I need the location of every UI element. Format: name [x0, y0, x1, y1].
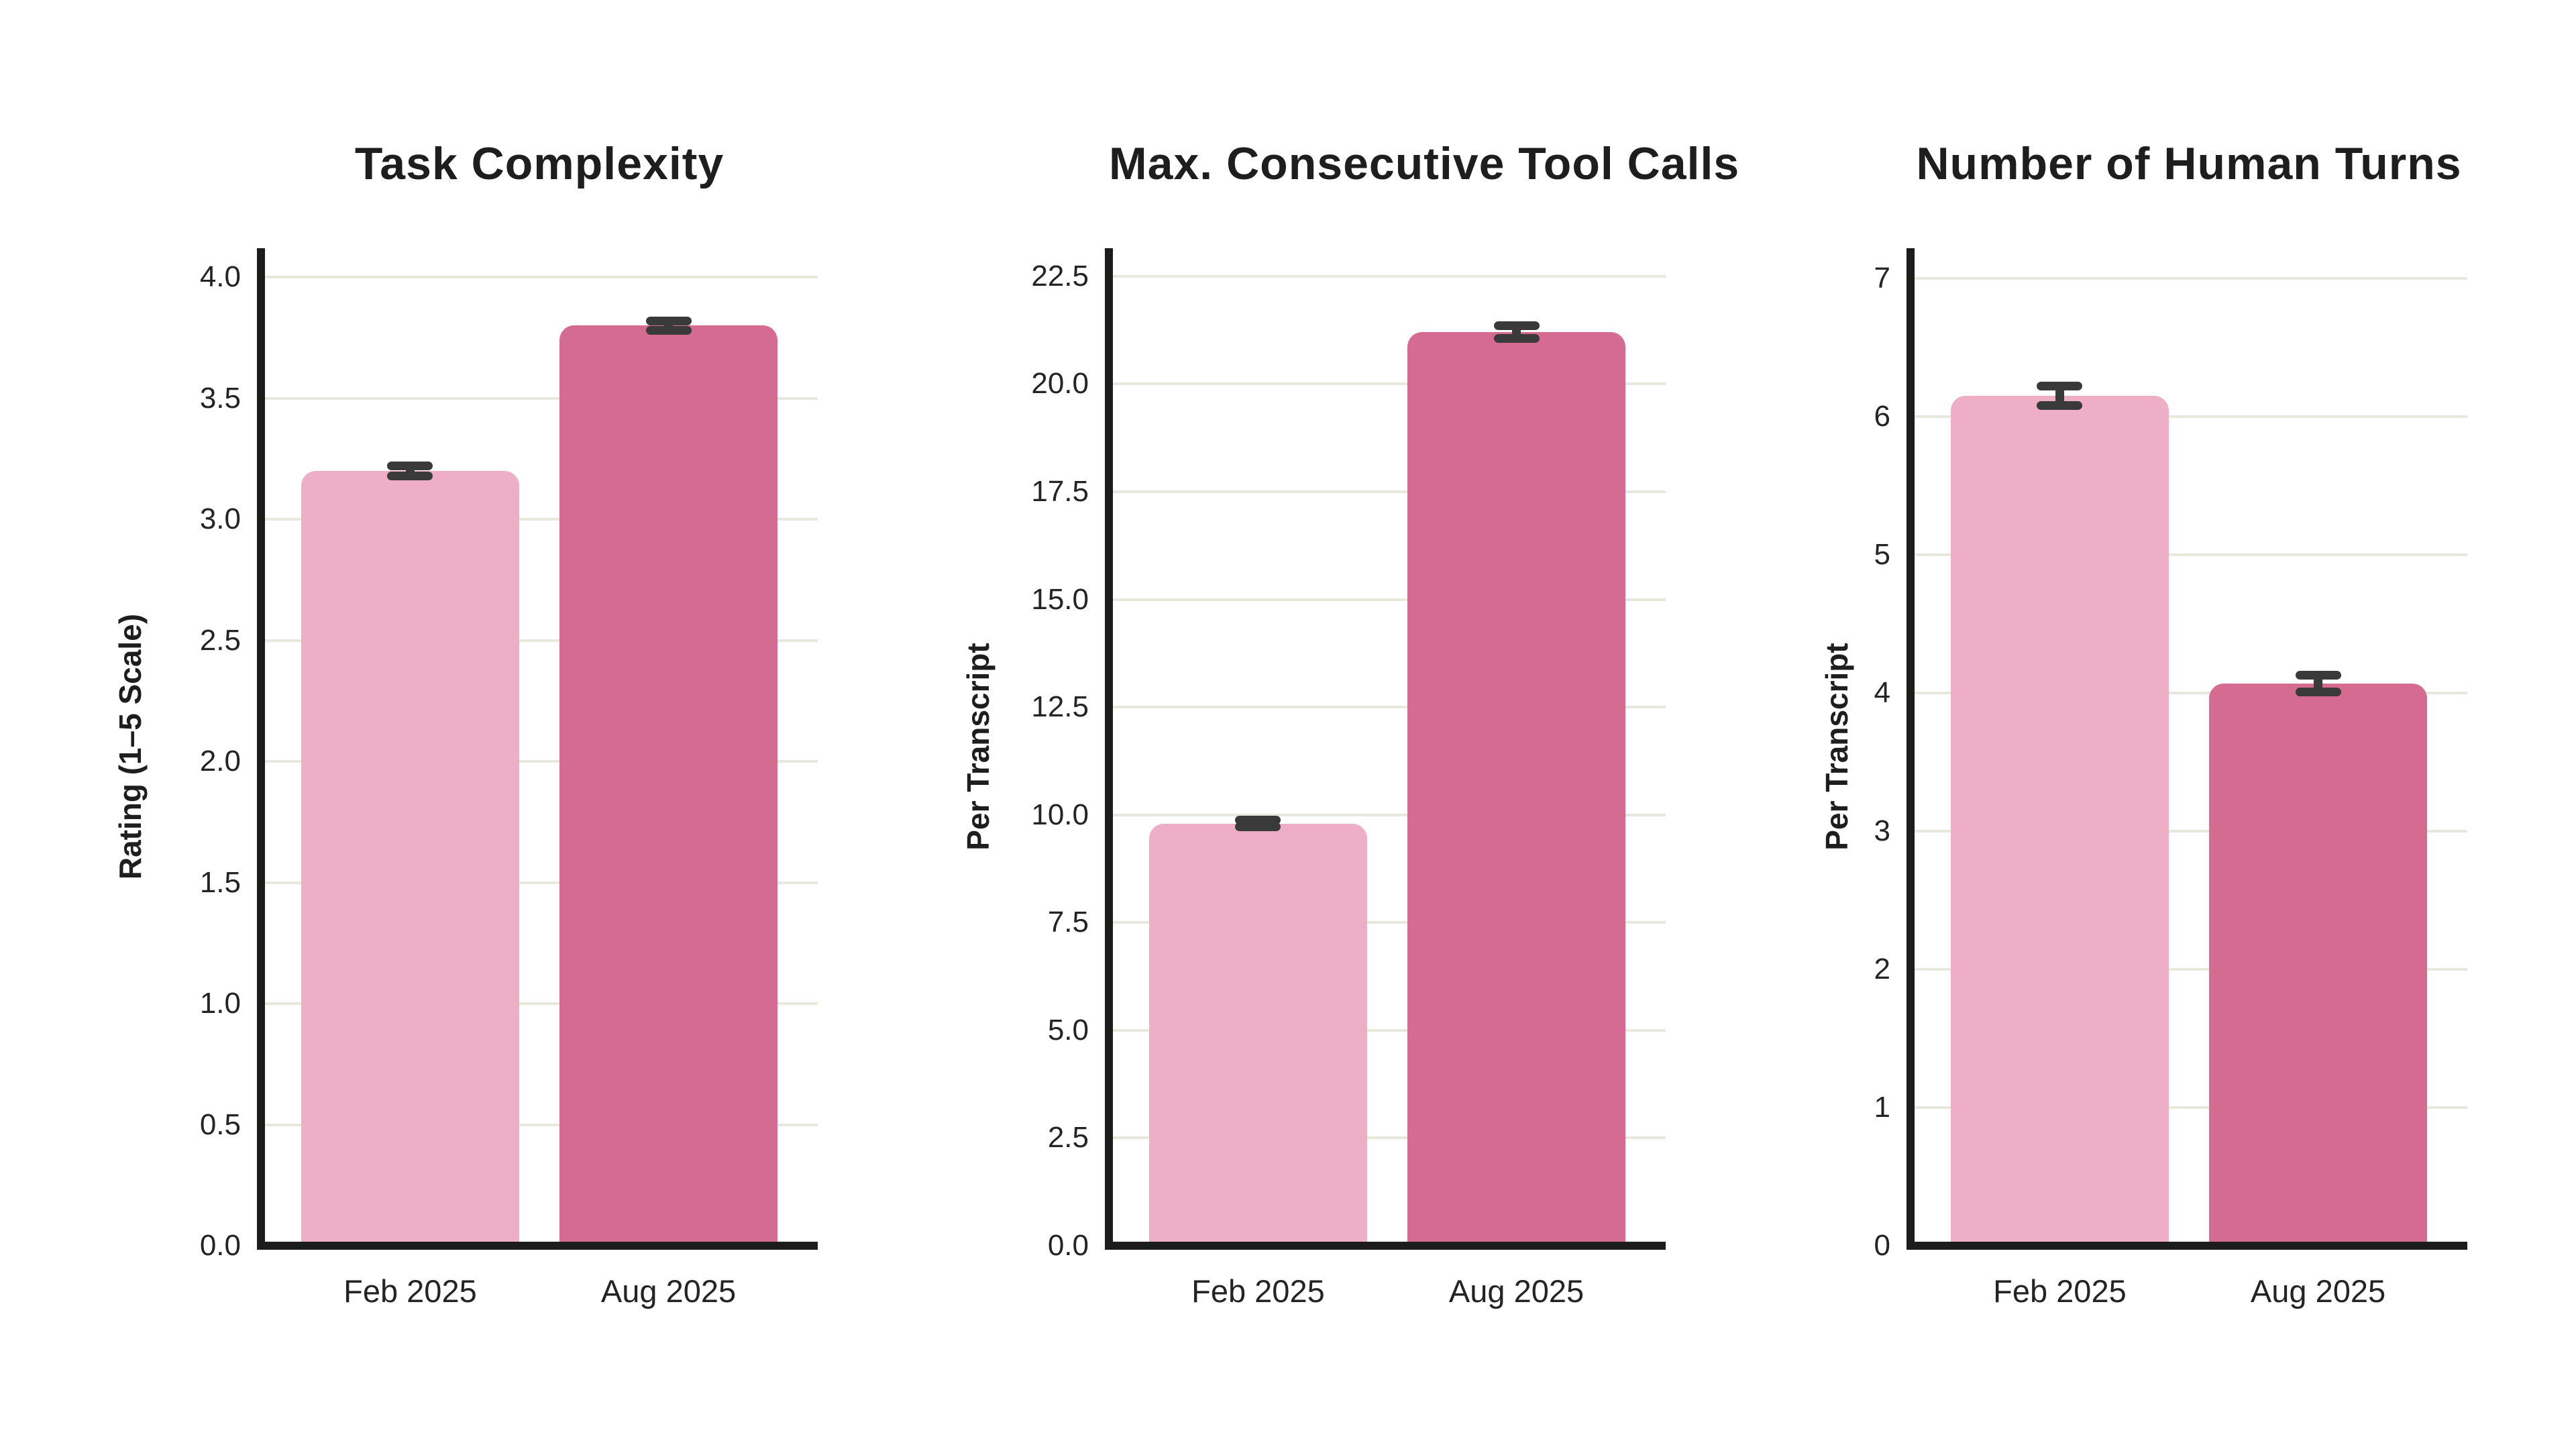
error-bar-cap-top: [2295, 670, 2341, 680]
y-tick-label: 5.0: [1047, 1013, 1089, 1046]
error-bar-cap-bottom: [2295, 687, 2341, 696]
error-bar-cap-bottom: [1493, 334, 1540, 343]
chart-title-task-complexity: Task Complexity: [354, 138, 724, 189]
y-tick-label: 5: [1874, 538, 1890, 572]
x-tick-label-aug-2025: Aug 2025: [600, 1273, 737, 1309]
grid-line: [1109, 921, 1666, 924]
error-bar-cap-bottom: [1235, 822, 1281, 832]
grid-line: [1911, 830, 2467, 833]
grid-line: [261, 639, 818, 642]
grid-line: [1911, 692, 2467, 695]
y-tick-label: 0.0: [1047, 1229, 1089, 1262]
grid-line: [1109, 490, 1666, 493]
y-tick-label: 3: [1874, 814, 1890, 848]
y-tick-label: 3.0: [199, 502, 241, 536]
error-bar-cap-top: [1493, 321, 1540, 331]
y-tick-label: 20.0: [1031, 367, 1089, 400]
grid-line: [261, 276, 818, 279]
grid-line: [1109, 1136, 1666, 1140]
y-tick-label: 7.5: [1047, 906, 1089, 939]
error-bar-cap-bottom: [2037, 401, 2083, 411]
error-bar-cap-top: [2037, 382, 2083, 391]
grid-line: [1911, 1106, 2467, 1110]
y-tick-label: 6: [1874, 400, 1890, 433]
bar-aug-2025: [559, 325, 778, 1246]
y-tick-label: 10.0: [1031, 798, 1089, 831]
grid-line: [261, 1002, 818, 1006]
y-tick-label: 2: [1874, 953, 1890, 986]
chart-title-max-consecutive-tool-calls: Max. Consecutive Tool Calls: [1109, 138, 1740, 189]
x-axis-spine: [257, 1242, 818, 1250]
y-tick-label: 3.5: [199, 381, 241, 415]
error-bar-cap-top: [1235, 815, 1281, 824]
y-tick-label: 1.5: [199, 865, 241, 899]
y-axis-spine: [1105, 248, 1113, 1250]
bar-feb-2025: [301, 471, 519, 1246]
y-tick-label: 22.5: [1031, 259, 1089, 292]
chart-title-number-of-human-turns: Number of Human Turns: [1916, 138, 2462, 189]
grid-line: [1109, 706, 1666, 709]
grid-line: [1109, 1028, 1666, 1032]
y-tick-label: 4.0: [199, 260, 241, 294]
error-bar-cap-bottom: [387, 471, 433, 480]
y-tick-label: 4: [1874, 676, 1890, 710]
y-tick-label: 0: [1874, 1229, 1890, 1262]
grid-line: [261, 518, 818, 521]
bar-aug-2025: [1407, 332, 1626, 1246]
y-tick-label: 1.0: [199, 987, 241, 1020]
grid-line: [1911, 553, 2467, 557]
grid-line: [1911, 277, 2467, 280]
y-tick-label: 2.5: [199, 623, 241, 657]
y-tick-label: 7: [1874, 262, 1890, 295]
bar-feb-2025: [1148, 823, 1367, 1246]
y-tick-label: 17.5: [1031, 474, 1089, 508]
grid-line: [261, 1123, 818, 1126]
error-bar-cap-bottom: [645, 326, 692, 335]
grid-line: [261, 881, 818, 884]
y-tick-label: 1: [1874, 1091, 1890, 1124]
x-axis-spine: [1907, 1242, 2467, 1250]
bar-aug-2025: [2209, 683, 2428, 1246]
bar-feb-2025: [1950, 396, 2169, 1246]
x-tick-label-feb-2025: Feb 2025: [343, 1273, 477, 1309]
y-tick-label: 15.0: [1031, 582, 1089, 616]
y-axis-spine: [257, 248, 265, 1250]
y-tick-label: 0.0: [199, 1229, 241, 1262]
grid-line: [1911, 968, 2467, 971]
y-tick-label: 0.5: [199, 1108, 241, 1141]
x-tick-label-feb-2025: Feb 2025: [1993, 1273, 2127, 1309]
grid-line: [1109, 813, 1666, 816]
error-bar-cap-top: [387, 462, 433, 471]
y-tick-label: 2.0: [199, 745, 241, 778]
grid-line: [1109, 274, 1666, 278]
x-axis-spine: [1105, 1242, 1666, 1250]
x-tick-label-feb-2025: Feb 2025: [1191, 1273, 1325, 1309]
grid-line: [1109, 598, 1666, 601]
y-axis-spine: [1907, 248, 1915, 1250]
y-tick-label: 12.5: [1031, 690, 1089, 724]
y-tick-label: 2.5: [1047, 1121, 1089, 1155]
x-tick-label-aug-2025: Aug 2025: [1448, 1273, 1585, 1309]
grid-line: [1911, 415, 2467, 419]
grid-line: [261, 396, 818, 400]
grid-line: [261, 760, 818, 763]
grid-line: [1109, 382, 1666, 386]
x-tick-label-aug-2025: Aug 2025: [2250, 1273, 2386, 1309]
error-bar-line: [2055, 386, 2064, 406]
error-bar-cap-top: [645, 316, 692, 325]
